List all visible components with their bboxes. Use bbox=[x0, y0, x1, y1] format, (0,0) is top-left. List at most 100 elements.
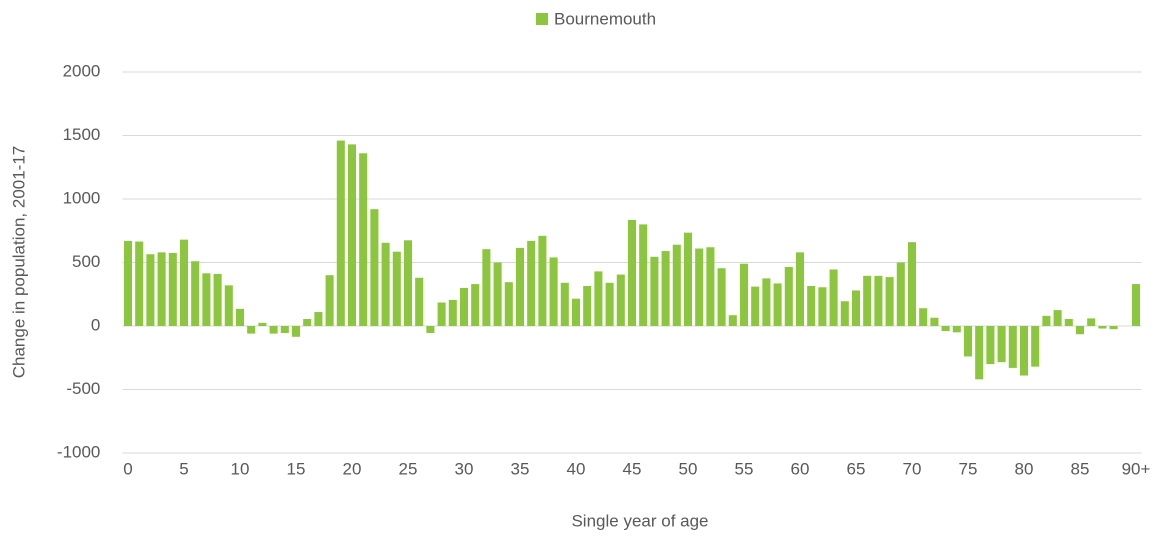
bar bbox=[739, 263, 749, 326]
bar bbox=[347, 144, 357, 326]
bar bbox=[258, 322, 267, 326]
bar bbox=[1131, 284, 1141, 326]
x-tick-label: 75 bbox=[959, 459, 978, 478]
x-tick-label: 20 bbox=[343, 459, 362, 478]
x-tick-label: 35 bbox=[511, 459, 530, 478]
bar bbox=[527, 240, 536, 326]
bar bbox=[538, 235, 547, 326]
bar bbox=[605, 282, 614, 326]
x-tick-label: 90+ bbox=[1122, 459, 1151, 478]
bar bbox=[571, 298, 581, 326]
x-axis-label: Single year of age bbox=[571, 511, 708, 530]
bar bbox=[986, 326, 995, 365]
y-tick-label: 1000 bbox=[63, 188, 101, 207]
bar bbox=[135, 241, 144, 326]
bar bbox=[975, 326, 984, 380]
bar bbox=[280, 326, 289, 333]
bar bbox=[919, 308, 928, 326]
bar bbox=[1019, 326, 1029, 376]
bar bbox=[807, 285, 816, 326]
bar bbox=[191, 261, 200, 326]
bar bbox=[885, 277, 894, 326]
y-tick-label: -500 bbox=[66, 379, 100, 398]
bar bbox=[381, 242, 390, 326]
bar bbox=[583, 285, 592, 326]
bar bbox=[1098, 326, 1107, 329]
bar bbox=[594, 271, 603, 326]
y-axis-label: Change in population, 2001-17 bbox=[9, 146, 28, 379]
bar bbox=[123, 240, 133, 326]
bar bbox=[325, 275, 334, 326]
bar bbox=[224, 285, 233, 326]
x-tick-label: 10 bbox=[231, 459, 250, 478]
bar bbox=[1042, 315, 1051, 326]
x-tick-label: 60 bbox=[791, 459, 810, 478]
bar bbox=[403, 240, 413, 326]
bar bbox=[202, 273, 211, 326]
bar bbox=[616, 274, 625, 326]
x-tick-label: 0 bbox=[123, 459, 132, 478]
bar bbox=[314, 312, 323, 326]
bar bbox=[303, 319, 312, 326]
bar bbox=[963, 326, 973, 357]
bar bbox=[392, 251, 401, 326]
bar bbox=[851, 290, 861, 326]
bar bbox=[784, 266, 793, 326]
bar bbox=[1075, 326, 1085, 335]
x-tick-label: 55 bbox=[735, 459, 754, 478]
x-tick-label: 85 bbox=[1071, 459, 1090, 478]
x-tick-label: 5 bbox=[179, 459, 188, 478]
bar bbox=[247, 326, 256, 334]
legend-label: Bournemouth bbox=[554, 9, 656, 28]
bar bbox=[1064, 319, 1073, 326]
y-tick-label: -1000 bbox=[57, 442, 100, 461]
legend-swatch bbox=[536, 13, 548, 25]
bar bbox=[1087, 318, 1096, 326]
bar bbox=[370, 209, 379, 326]
bar bbox=[179, 239, 189, 326]
bar bbox=[695, 248, 704, 326]
bar bbox=[291, 326, 301, 337]
x-tick-label: 80 bbox=[1015, 459, 1034, 478]
bar bbox=[269, 326, 278, 334]
bar bbox=[907, 242, 917, 326]
bar bbox=[1053, 310, 1062, 326]
bar bbox=[560, 282, 569, 326]
bar bbox=[627, 219, 637, 326]
bar bbox=[952, 326, 961, 333]
bar bbox=[639, 224, 648, 326]
x-tick-label: 50 bbox=[679, 459, 698, 478]
bar bbox=[683, 232, 693, 326]
bar bbox=[515, 247, 525, 326]
x-tick-label: 15 bbox=[287, 459, 306, 478]
bar bbox=[471, 284, 480, 326]
y-tick-label: 1500 bbox=[63, 125, 101, 144]
x-tick-label: 65 bbox=[847, 459, 866, 478]
bar bbox=[840, 301, 849, 326]
bar bbox=[437, 302, 446, 326]
y-tick-label: 500 bbox=[72, 252, 100, 271]
bar bbox=[930, 317, 939, 326]
bar bbox=[426, 326, 435, 333]
bar bbox=[829, 269, 838, 326]
x-tick-label: 25 bbox=[399, 459, 418, 478]
bar bbox=[773, 283, 782, 326]
bar bbox=[336, 140, 345, 326]
bar bbox=[1031, 326, 1040, 367]
x-tick-label: 45 bbox=[623, 459, 642, 478]
bar bbox=[661, 251, 670, 326]
x-tick-label: 70 bbox=[903, 459, 922, 478]
bar bbox=[818, 287, 827, 326]
y-tick-label: 0 bbox=[91, 315, 100, 334]
bar bbox=[650, 256, 659, 326]
bar bbox=[706, 247, 715, 326]
bar bbox=[448, 299, 457, 326]
bar bbox=[168, 252, 177, 326]
x-tick-label: 40 bbox=[567, 459, 586, 478]
bar bbox=[493, 262, 502, 326]
bar bbox=[717, 268, 726, 326]
bar bbox=[762, 278, 771, 326]
bar bbox=[482, 249, 491, 326]
bar bbox=[1109, 326, 1118, 330]
